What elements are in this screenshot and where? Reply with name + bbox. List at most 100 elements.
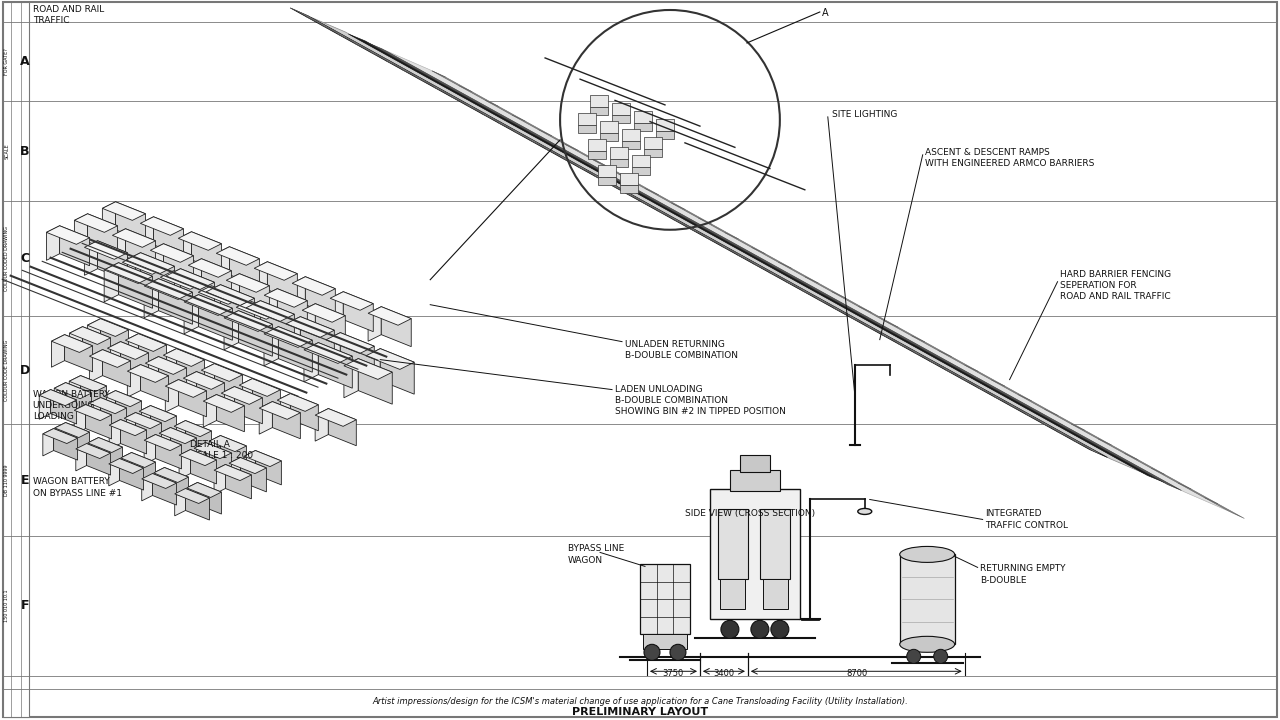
Text: ASCENT & DESCENT RAMPS
WITH ENGINEERED ARMCO BARRIERS: ASCENT & DESCENT RAMPS WITH ENGINEERED A… xyxy=(924,148,1094,168)
Polygon shape xyxy=(65,382,92,417)
Polygon shape xyxy=(174,488,186,516)
Polygon shape xyxy=(165,467,188,499)
Bar xyxy=(620,185,637,193)
Bar xyxy=(643,634,687,649)
Text: DB 110 9999: DB 110 9999 xyxy=(4,464,9,496)
Polygon shape xyxy=(204,395,244,413)
Polygon shape xyxy=(221,387,262,405)
Polygon shape xyxy=(142,474,152,501)
Polygon shape xyxy=(234,387,262,424)
Text: SCALE: SCALE xyxy=(4,143,9,159)
Polygon shape xyxy=(109,459,119,486)
Polygon shape xyxy=(145,435,182,451)
Polygon shape xyxy=(40,390,51,419)
Polygon shape xyxy=(198,286,242,305)
Polygon shape xyxy=(154,467,165,495)
Bar xyxy=(590,107,608,115)
Polygon shape xyxy=(104,390,115,420)
Polygon shape xyxy=(381,307,411,346)
Polygon shape xyxy=(225,464,251,499)
Polygon shape xyxy=(244,451,282,467)
Polygon shape xyxy=(197,482,221,514)
Polygon shape xyxy=(178,232,221,251)
Polygon shape xyxy=(145,435,155,464)
Polygon shape xyxy=(69,327,110,344)
Polygon shape xyxy=(141,217,154,251)
Bar xyxy=(579,113,596,125)
Polygon shape xyxy=(102,202,146,220)
Polygon shape xyxy=(154,217,183,257)
Polygon shape xyxy=(214,464,225,494)
Bar xyxy=(644,137,662,149)
Bar xyxy=(622,129,640,141)
Text: DETAIL A
SCALE 1 : 200: DETAIL A SCALE 1 : 200 xyxy=(191,439,253,459)
Polygon shape xyxy=(109,459,143,474)
Polygon shape xyxy=(102,202,115,236)
Bar xyxy=(611,159,628,167)
Circle shape xyxy=(751,621,769,639)
Polygon shape xyxy=(145,279,159,318)
Polygon shape xyxy=(369,307,381,341)
Polygon shape xyxy=(146,356,159,390)
Polygon shape xyxy=(174,488,210,503)
Text: FOR GATE?: FOR GATE? xyxy=(4,48,9,75)
Polygon shape xyxy=(221,387,234,419)
Circle shape xyxy=(906,649,920,663)
Text: RETURNING EMPTY
B-DOUBLE: RETURNING EMPTY B-DOUBLE xyxy=(979,564,1065,585)
Polygon shape xyxy=(264,289,278,323)
Polygon shape xyxy=(165,379,178,412)
Polygon shape xyxy=(150,244,193,262)
Polygon shape xyxy=(55,423,90,438)
Polygon shape xyxy=(74,405,111,420)
Polygon shape xyxy=(239,379,280,397)
Polygon shape xyxy=(343,292,374,332)
Polygon shape xyxy=(278,394,319,411)
Polygon shape xyxy=(109,420,120,449)
Polygon shape xyxy=(198,286,211,320)
Polygon shape xyxy=(260,402,273,434)
Bar xyxy=(730,469,780,492)
Polygon shape xyxy=(113,229,155,248)
Polygon shape xyxy=(123,256,165,274)
Polygon shape xyxy=(278,289,307,328)
Polygon shape xyxy=(264,327,312,348)
Text: COLOUR CODED DRAWING: COLOUR CODED DRAWING xyxy=(4,226,9,292)
Polygon shape xyxy=(201,258,232,299)
Polygon shape xyxy=(54,382,65,413)
Polygon shape xyxy=(90,350,131,367)
Polygon shape xyxy=(326,333,374,354)
Text: BYPASS LINE
WAGON: BYPASS LINE WAGON xyxy=(568,544,625,564)
Polygon shape xyxy=(206,284,255,305)
Polygon shape xyxy=(160,271,204,289)
Polygon shape xyxy=(127,253,141,292)
Bar xyxy=(3,2,28,717)
Polygon shape xyxy=(88,438,123,453)
Bar xyxy=(640,564,690,634)
Bar xyxy=(718,510,748,580)
Polygon shape xyxy=(141,364,169,402)
Polygon shape xyxy=(132,453,155,484)
Polygon shape xyxy=(54,428,78,460)
Bar xyxy=(600,133,618,141)
Bar xyxy=(632,167,650,175)
Polygon shape xyxy=(291,394,319,431)
Polygon shape xyxy=(180,269,215,314)
Text: WAGON BATTERY
ON BYPASS LINE #1: WAGON BATTERY ON BYPASS LINE #1 xyxy=(33,477,122,498)
Text: 3400: 3400 xyxy=(713,670,735,678)
Polygon shape xyxy=(104,390,142,407)
Polygon shape xyxy=(285,317,301,356)
Polygon shape xyxy=(76,444,110,459)
Polygon shape xyxy=(151,405,177,440)
Polygon shape xyxy=(186,488,210,520)
Polygon shape xyxy=(87,319,128,336)
Polygon shape xyxy=(273,402,301,438)
Text: C: C xyxy=(20,253,29,266)
Polygon shape xyxy=(366,348,380,388)
Polygon shape xyxy=(292,276,335,295)
Polygon shape xyxy=(74,214,118,233)
Polygon shape xyxy=(224,310,238,350)
Polygon shape xyxy=(81,376,106,410)
Bar xyxy=(740,454,769,472)
Polygon shape xyxy=(119,459,143,490)
Polygon shape xyxy=(124,413,136,442)
